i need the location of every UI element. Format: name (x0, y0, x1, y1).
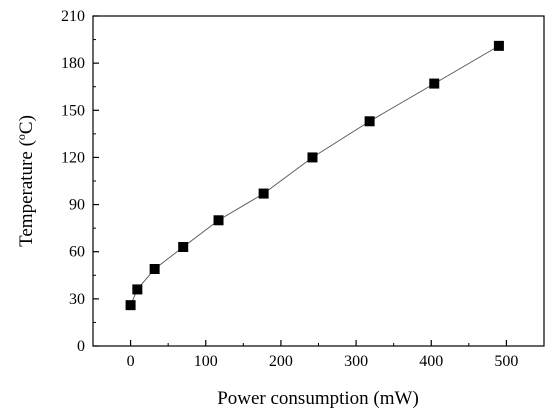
y-tick-label: 30 (69, 291, 85, 308)
data-point (493, 40, 504, 51)
y-axis-title-main: Temperature ( (16, 140, 37, 247)
x-axis-title: Power consumption (mW) (217, 388, 419, 409)
y-tick-label: 180 (61, 55, 85, 72)
axis-tick-labels: 0 100 200 300 400 500 0 30 60 90 120 150 180 210 (61, 8, 518, 370)
y-tick-label: 90 (69, 197, 85, 214)
data-point (125, 300, 136, 311)
data-point (307, 152, 318, 163)
series-points (125, 40, 504, 311)
y-tick-label: 60 (69, 244, 85, 261)
x-tick-label: 300 (344, 353, 368, 370)
x-tick-label: 500 (494, 353, 518, 370)
x-tick-label: 0 (127, 353, 135, 370)
x-tick-label: 400 (419, 353, 443, 370)
data-point (178, 242, 189, 252)
data-point (132, 284, 143, 295)
y-axis-title: Temperature (oC) (14, 115, 37, 247)
data-point (364, 116, 375, 127)
y-axis-title-unit: C) (16, 115, 37, 134)
data-point (213, 215, 224, 226)
y-tick-label: 210 (61, 8, 85, 25)
data-point (149, 264, 160, 274)
data-point (258, 188, 269, 199)
y-tick-label: 120 (61, 149, 85, 166)
series-lines (130, 45, 500, 306)
series-line (130, 45, 500, 306)
axis-ticks (93, 15, 508, 347)
x-tick-label: 100 (194, 353, 218, 370)
y-tick-label: 0 (77, 338, 85, 355)
data-point (429, 78, 440, 89)
plot-frame (92, 15, 545, 347)
x-tick-label: 200 (269, 353, 293, 370)
y-axis-title-degree: o (14, 134, 28, 140)
y-tick-label: 150 (61, 102, 85, 119)
